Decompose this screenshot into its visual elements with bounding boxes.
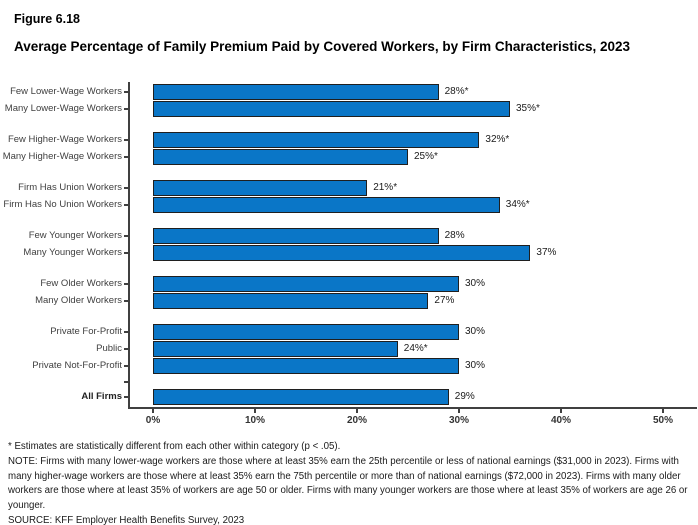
y-axis-tick (124, 108, 128, 110)
value-label: 25%* (414, 151, 438, 162)
bar (153, 84, 439, 100)
x-axis-tick (152, 409, 154, 413)
y-axis-tick (124, 283, 128, 285)
category-label: Public (96, 343, 122, 354)
y-axis-tick (124, 204, 128, 206)
category-label: Many Younger Workers (23, 247, 122, 258)
bar (153, 101, 510, 117)
x-axis-tick (560, 409, 562, 413)
footnotes: * Estimates are statistically different … (8, 440, 694, 525)
y-axis-line (128, 82, 130, 409)
value-label: 27% (434, 295, 455, 306)
y-axis-tick (124, 235, 128, 237)
bar (153, 341, 398, 357)
category-label: All Firms (81, 391, 122, 402)
x-axis-tick-label: 30% (448, 415, 470, 426)
y-axis-tick (124, 348, 128, 350)
y-axis-separator-tick (124, 380, 128, 383)
bar (153, 132, 480, 148)
x-axis-tick-label: 40% (550, 415, 572, 426)
bar (153, 358, 459, 374)
y-axis-tick (124, 139, 128, 141)
bar (153, 197, 500, 213)
footnote-significance: * Estimates are statistically different … (8, 441, 341, 452)
bar (153, 228, 439, 244)
value-label: 28%* (444, 86, 469, 97)
bar (153, 180, 368, 196)
category-label: Many Lower-Wage Workers (4, 103, 122, 114)
x-axis-tick-label: 50% (652, 415, 674, 426)
figure-title: Average Percentage of Family Premium Pai… (14, 39, 631, 54)
footnote-source: SOURCE: KFF Employer Health Benefits Sur… (8, 514, 245, 525)
bar (153, 293, 429, 309)
y-axis-tick (124, 91, 128, 93)
category-label: Few Younger Workers (28, 230, 122, 241)
category-label: Private For-Profit (50, 326, 122, 337)
x-axis-tick-label: 20% (346, 415, 368, 426)
x-axis-tick (458, 409, 460, 413)
x-axis-tick (662, 409, 664, 413)
x-axis-tick-label: 0% (145, 415, 161, 426)
value-label: 24%* (403, 343, 428, 354)
value-label: 30% (465, 360, 486, 371)
value-label: 34%* (505, 199, 530, 210)
value-label: 37% (536, 247, 557, 258)
bar (153, 245, 531, 261)
bar (153, 389, 449, 405)
y-axis-tick (124, 365, 128, 367)
value-label: 30% (465, 278, 486, 289)
value-label: 21%* (373, 182, 398, 193)
bar-chart: Few Lower-Wage Workers 28%* Many Lower-Wag… (0, 82, 698, 427)
x-axis-tick (356, 409, 358, 413)
y-axis-tick (124, 252, 128, 254)
category-label: Many Higher-Wage Workers (2, 151, 122, 162)
bar (153, 324, 459, 340)
y-axis-tick (124, 187, 128, 189)
category-label: Many Older Workers (35, 295, 122, 306)
value-label: 32%* (485, 134, 510, 145)
y-axis-tick (124, 331, 128, 333)
category-label: Firm Has Union Workers (18, 182, 122, 193)
value-label: 35%* (516, 103, 540, 114)
x-axis-line (128, 407, 697, 409)
figure-number: Figure 6.18 (14, 12, 80, 26)
category-label: Private Not-For-Profit (32, 360, 122, 371)
category-label: Firm Has No Union Workers (3, 199, 122, 210)
y-axis-tick (124, 396, 128, 398)
x-axis-tick (254, 409, 256, 413)
bar (153, 149, 408, 165)
footnote-note: NOTE: Firms with many lower-wage workers… (8, 455, 688, 512)
category-label: Few Higher-Wage Workers (7, 134, 122, 145)
x-axis-tick-label: 10% (244, 415, 266, 426)
category-label: Few Lower-Wage Workers (10, 86, 122, 97)
y-axis-tick (124, 300, 128, 302)
value-label: 30% (465, 326, 486, 337)
value-label: 28% (444, 230, 465, 241)
category-label: Few Older Workers (40, 278, 122, 289)
bar (153, 276, 459, 292)
y-axis-tick (124, 156, 128, 158)
value-label: 29% (454, 391, 475, 402)
